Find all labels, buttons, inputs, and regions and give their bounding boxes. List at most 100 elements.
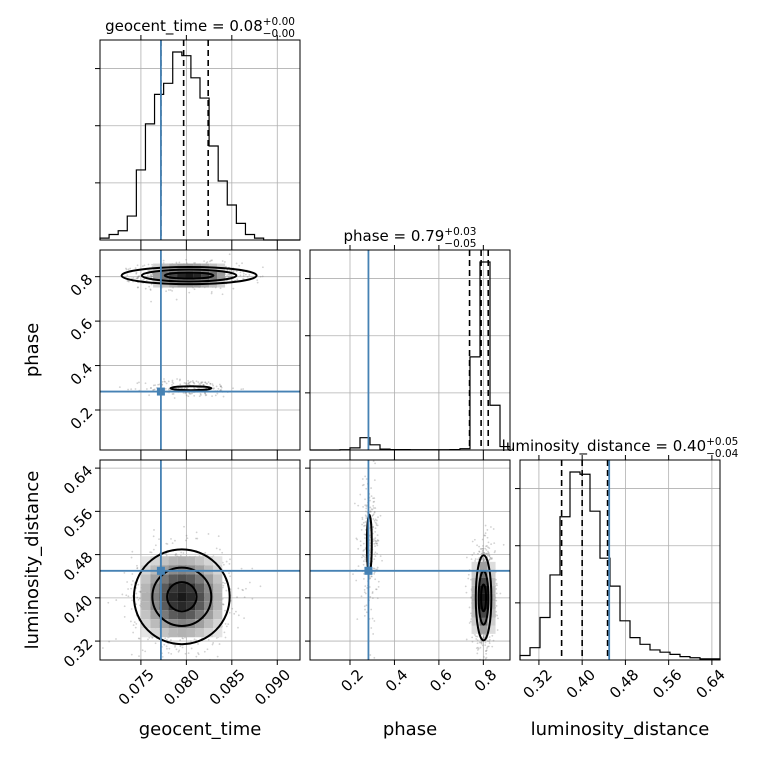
sample-point	[171, 289, 174, 292]
sample-point	[487, 550, 489, 553]
density-cell	[177, 271, 186, 280]
density-cell	[186, 556, 196, 566]
sample-point	[161, 380, 164, 383]
sample-point	[495, 592, 498, 595]
sample-point	[485, 652, 488, 655]
sample-point	[259, 275, 262, 278]
sample-point	[232, 270, 235, 272]
sample-point	[149, 551, 152, 554]
sample-point	[171, 393, 174, 395]
sample-point	[153, 388, 156, 391]
sample-point	[476, 635, 479, 638]
sample-point	[136, 277, 139, 280]
density-cell	[168, 592, 178, 602]
density-cell	[186, 610, 196, 620]
sample-point	[172, 382, 175, 385]
gridlines	[520, 460, 720, 660]
density-cell	[204, 601, 214, 611]
tick-label-x: 0.2	[337, 666, 367, 696]
sample-point	[242, 388, 245, 390]
xlabel-geocent-time: geocent_time	[139, 719, 262, 740]
density-cell	[479, 561, 488, 570]
contour-level	[163, 271, 215, 280]
density-cell	[141, 610, 151, 620]
sample-point	[212, 642, 215, 644]
sample-point	[165, 290, 168, 293]
sample-point	[375, 588, 377, 591]
sample-point	[188, 381, 190, 384]
gridlines	[310, 250, 510, 450]
density-cell	[204, 583, 214, 593]
sample-point	[251, 567, 254, 570]
sample-point	[359, 540, 362, 543]
sample-point	[235, 610, 237, 613]
sample-point	[230, 270, 233, 273]
sample-point	[144, 650, 147, 653]
sample-point	[148, 285, 151, 288]
title-phase: phase = 0.79+0.03 −0.05	[344, 226, 477, 250]
sample-point	[215, 385, 218, 388]
sample-point	[478, 641, 481, 644]
sample-point	[363, 572, 365, 575]
sample-point	[361, 556, 363, 559]
sample-point	[373, 656, 376, 659]
sample-point	[236, 596, 238, 599]
sample-point	[201, 381, 204, 384]
sample-point	[169, 639, 172, 641]
sample-point	[222, 603, 225, 606]
density-cell	[168, 628, 178, 638]
sample-point	[485, 661, 487, 663]
density-cell	[153, 271, 162, 280]
density-cell	[479, 625, 488, 634]
sample-point	[202, 383, 205, 386]
sample-point	[131, 550, 134, 553]
density-cell	[213, 619, 223, 629]
truth-marker	[364, 566, 373, 575]
sample-point	[482, 559, 485, 562]
sample-point	[158, 383, 161, 386]
sample-point	[165, 645, 168, 648]
sample-point	[476, 639, 479, 642]
sample-point	[163, 378, 165, 380]
sample-point	[187, 395, 190, 398]
density-cell	[487, 617, 496, 626]
sample-point	[204, 392, 207, 395]
panel-geocent-time-histogram	[95, 35, 301, 245]
sample-point	[220, 389, 223, 392]
sample-point	[145, 388, 148, 390]
sample-point	[495, 584, 498, 587]
density-cell	[185, 271, 194, 280]
density-cell	[169, 271, 178, 280]
sample-point	[486, 529, 489, 531]
sample-point	[369, 595, 372, 598]
title-luminosity-distance: luminosity_distance = 0.40+0.05 −0.04	[502, 436, 739, 460]
sample-point	[489, 557, 492, 559]
sample-point	[198, 387, 201, 389]
sample-point	[240, 567, 243, 570]
sample-point	[468, 606, 471, 609]
density-cell	[159, 583, 169, 593]
sample-point	[229, 273, 232, 276]
density-cell	[177, 619, 187, 629]
density-cell	[213, 556, 223, 566]
sample-point	[362, 555, 365, 558]
sample-point	[374, 539, 377, 542]
density-cell	[141, 574, 151, 584]
sample-point	[376, 524, 379, 527]
sample-point	[373, 497, 376, 500]
sample-point	[479, 646, 482, 649]
sample-point	[189, 381, 191, 384]
sample-point	[373, 542, 376, 545]
sample-point	[369, 510, 372, 513]
sample-point	[206, 382, 209, 385]
sample-point	[184, 392, 187, 395]
sample-point	[200, 381, 203, 384]
sample-point	[372, 538, 375, 541]
contour-level	[140, 268, 238, 283]
sample-point	[237, 626, 239, 629]
sample-point	[183, 525, 185, 528]
sample-point	[251, 597, 254, 600]
sample-point	[356, 538, 359, 541]
sample-point	[490, 558, 493, 561]
title-main: phase = 0.79	[344, 227, 445, 245]
